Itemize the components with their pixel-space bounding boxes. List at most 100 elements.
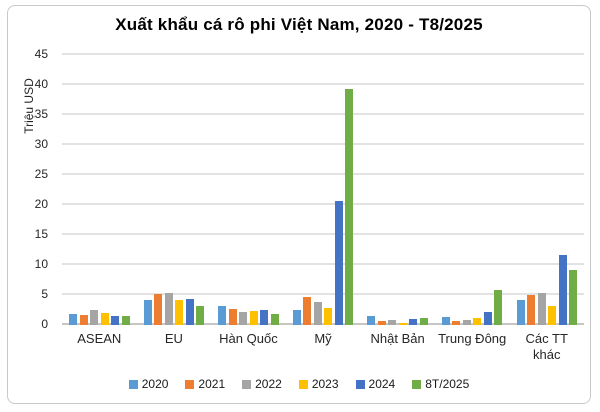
- legend-swatch: [242, 379, 252, 389]
- legend-label: 8T/2025: [425, 377, 470, 391]
- bar: [270, 313, 279, 325]
- bar: [218, 306, 227, 325]
- x-axis-label-cell: EU: [137, 331, 212, 347]
- bar: [483, 311, 492, 325]
- x-axis-category-label: Hàn Quốc: [219, 331, 278, 346]
- bar: [324, 308, 333, 325]
- bar: [473, 317, 482, 325]
- x-axis-label-cell: Các TT khác: [509, 331, 584, 364]
- legend-swatch: [355, 379, 365, 389]
- gridline: [62, 263, 584, 265]
- bar: [121, 316, 130, 325]
- y-axis-tick-label: 15: [34, 227, 48, 241]
- bar: [537, 293, 546, 325]
- legend-item: 2024: [355, 377, 396, 391]
- y-axis-tick-label: 10: [34, 257, 48, 271]
- bar-group: [286, 55, 361, 325]
- y-axis-tick-label: 30: [34, 137, 48, 151]
- bar: [334, 201, 343, 325]
- bar: [292, 310, 301, 325]
- bar: [196, 306, 205, 325]
- legend-label: 2021: [198, 377, 226, 391]
- legend-swatch: [412, 379, 422, 389]
- y-axis-tick-label: 25: [34, 167, 48, 181]
- bar: [164, 292, 173, 325]
- bar: [388, 320, 397, 325]
- bar: [398, 323, 407, 325]
- legend-item: 2023: [298, 377, 339, 391]
- gridline: [62, 53, 584, 55]
- bar: [367, 316, 376, 325]
- gridline: [62, 233, 584, 235]
- gridline: [62, 83, 584, 85]
- x-axis-category-label: Trung Đông: [438, 331, 507, 346]
- bar-groups-row: [62, 55, 584, 325]
- bar-group: [62, 55, 137, 325]
- bar: [175, 299, 184, 325]
- bar: [494, 289, 503, 325]
- bar: [260, 310, 269, 325]
- legend-label: 2022: [255, 377, 282, 391]
- y-axis-tick-label: 0: [41, 317, 48, 331]
- bar: [249, 311, 258, 325]
- bar: [377, 320, 386, 325]
- bar: [569, 270, 577, 325]
- legend-item: 2021: [185, 377, 225, 391]
- bar: [345, 89, 354, 325]
- x-axis-labels: ASEAN EU Hàn Quốc Mỹ Nhật Bản Trung Đông Các T…: [62, 331, 584, 364]
- gridline: [62, 113, 584, 115]
- bar: [462, 320, 471, 325]
- y-axis-ticks: 0 5 10 15 20 25 30 35 40 45: [8, 47, 54, 331]
- plot-area: [62, 53, 584, 325]
- bar: [527, 295, 535, 325]
- legend: 2020 2021 2022 2023 2024 8T/2025: [8, 377, 590, 391]
- x-axis-category-label: EU: [164, 331, 183, 346]
- x-axis-label-cell: Mỹ: [286, 331, 361, 347]
- bar: [143, 300, 152, 325]
- legend-swatch: [185, 379, 195, 389]
- bar: [548, 305, 556, 325]
- bar: [79, 315, 88, 325]
- gridline: [62, 203, 584, 205]
- bar: [90, 310, 99, 325]
- x-axis-label-cell: Nhật Bản: [360, 331, 435, 347]
- bar-group: [360, 55, 435, 325]
- bar: [419, 317, 428, 325]
- bar: [441, 316, 450, 325]
- bar: [303, 296, 312, 325]
- legend-label: 2023: [311, 377, 339, 391]
- legend-item: 8T/2025: [412, 377, 469, 391]
- x-axis-category-label: Nhật Bản: [370, 331, 425, 346]
- gridline: [62, 143, 584, 145]
- bar-group: [435, 55, 510, 325]
- bar-group: [509, 55, 584, 325]
- x-axis-label-cell: Hàn Quốc: [211, 331, 286, 347]
- y-axis-tick-label: 20: [34, 197, 48, 211]
- y-axis-tick-label: 40: [34, 77, 48, 91]
- legend-label: 2024: [368, 377, 396, 391]
- legend-swatch: [128, 379, 138, 389]
- legend-label: 2020: [141, 377, 169, 391]
- x-axis-line: [62, 323, 584, 325]
- bar: [558, 255, 567, 325]
- legend-item: 2022: [242, 377, 282, 391]
- bar: [100, 313, 109, 325]
- x-axis-category-label: ASEAN: [77, 331, 122, 346]
- y-axis-tick-label: 45: [34, 47, 48, 61]
- bar: [154, 293, 163, 325]
- bar: [228, 309, 237, 325]
- chart-frame: Xuất khẩu cá rô phi Việt Nam, 2020 - T8/…: [7, 5, 591, 404]
- x-axis-category-label: Các TT khác: [525, 331, 568, 363]
- bar: [452, 321, 461, 325]
- bar-group: [137, 55, 212, 325]
- y-axis-tick-label: 35: [34, 107, 48, 121]
- bar-group: [211, 55, 286, 325]
- x-axis-label-cell: Trung Đông: [435, 331, 510, 347]
- bar: [313, 302, 322, 325]
- bar: [111, 316, 120, 325]
- gridline: [62, 173, 584, 175]
- bar: [409, 319, 418, 325]
- gridline: [62, 293, 584, 295]
- x-axis-label-cell: ASEAN: [62, 331, 137, 347]
- bar: [239, 311, 248, 325]
